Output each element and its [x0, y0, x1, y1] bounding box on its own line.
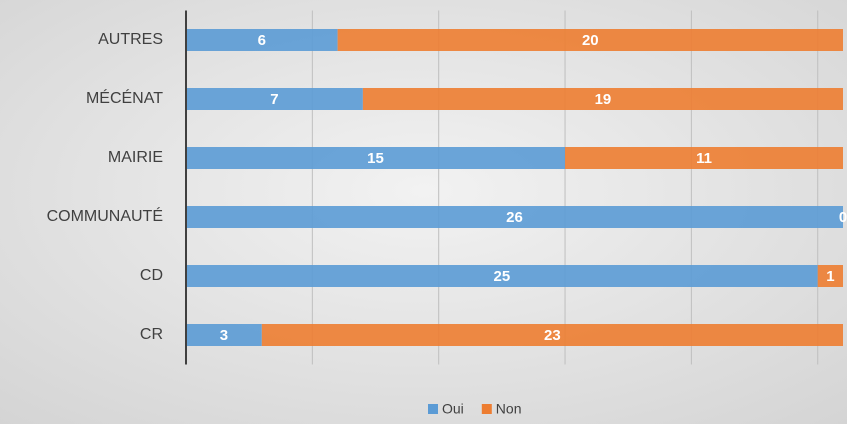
legend-swatch — [428, 404, 438, 414]
data-label: 7 — [270, 91, 278, 108]
data-label: 20 — [582, 32, 599, 49]
y-tick-label: CD — [140, 267, 163, 284]
data-label: 25 — [494, 268, 511, 285]
data-label: 6 — [258, 32, 266, 49]
data-label: 19 — [595, 91, 612, 108]
data-label: 15 — [367, 150, 384, 167]
y-tick-label: CR — [140, 326, 163, 343]
data-label: 0 — [839, 209, 847, 226]
bar-segment — [817, 265, 843, 287]
bar-segment — [565, 147, 843, 169]
data-label: 11 — [696, 150, 712, 167]
bar-segment — [186, 29, 338, 51]
data-label: 3 — [220, 327, 228, 344]
data-label: 26 — [506, 209, 523, 226]
bar-segment — [261, 324, 843, 346]
bar-segment — [186, 147, 566, 169]
legend-label: Non — [496, 401, 522, 417]
bar-segment — [186, 265, 818, 287]
data-label: 23 — [544, 327, 561, 344]
legend-swatch — [481, 404, 492, 414]
bar-segment — [362, 88, 843, 110]
bar-segment — [186, 324, 262, 346]
legend-label: Oui — [442, 401, 464, 417]
y-tick-label: MÉCÉNAT — [86, 88, 163, 107]
y-tick-label: COMMUNAUTÉ — [47, 206, 163, 225]
data-label: 1 — [826, 268, 834, 285]
y-tick-label: AUTRES — [98, 31, 163, 48]
y-tick-label: MAIRIE — [108, 149, 163, 166]
bar-segment — [337, 29, 843, 51]
bar-segment — [186, 206, 843, 228]
bar-segment — [186, 88, 363, 110]
